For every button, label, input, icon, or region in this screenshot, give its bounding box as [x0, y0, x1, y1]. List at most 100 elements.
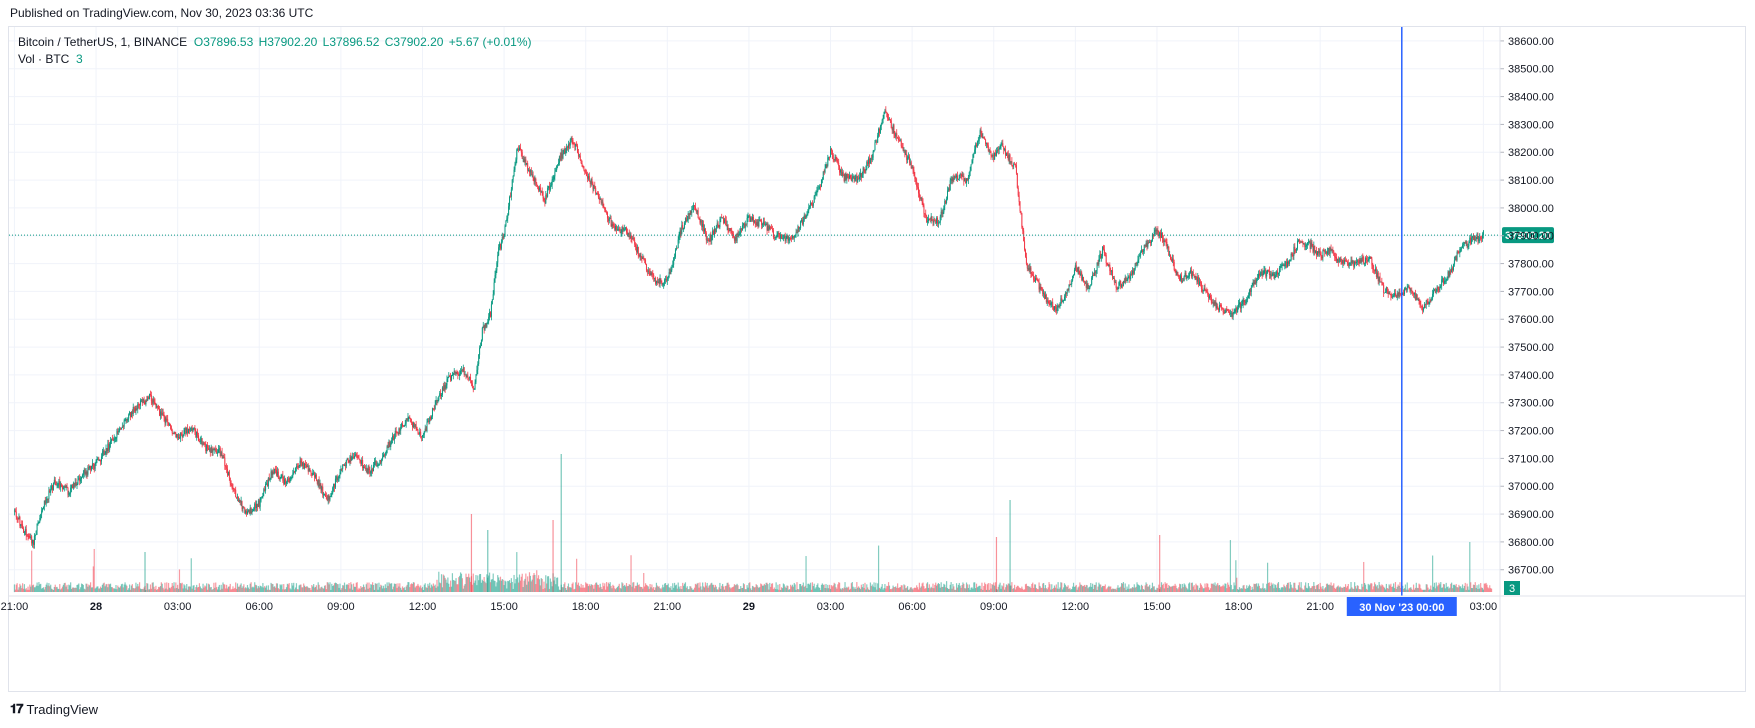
volume-bar — [1112, 588, 1115, 592]
volume-bar — [1237, 589, 1239, 592]
candle-body — [718, 224, 720, 228]
candle-body — [597, 193, 599, 198]
volume-bar — [943, 583, 945, 592]
volume-bar — [526, 584, 528, 592]
candle-body — [724, 219, 726, 221]
candle-body — [977, 140, 979, 142]
candle-body — [1148, 241, 1150, 243]
candle-body — [1025, 256, 1027, 264]
candle-body — [771, 227, 773, 229]
candle-body — [872, 151, 874, 158]
candle-body — [851, 177, 853, 181]
volume-bar — [625, 583, 628, 592]
volume-bar — [1295, 588, 1297, 592]
candle-body — [37, 522, 39, 524]
volume-bar — [1068, 589, 1070, 592]
volume-bar — [1409, 587, 1411, 592]
candle-body — [579, 155, 581, 160]
volume-bar — [547, 576, 549, 592]
candle-body — [560, 152, 562, 161]
volume-bar — [1033, 584, 1036, 592]
volume-bar — [624, 584, 626, 592]
candle-body — [674, 249, 676, 257]
volume-bar — [327, 582, 329, 592]
volume-bar — [761, 585, 764, 592]
candle-body — [58, 480, 60, 485]
volume-bar — [62, 584, 65, 592]
volume-bar — [1032, 582, 1034, 592]
candle-body — [1084, 281, 1086, 283]
volume-bar — [1360, 589, 1362, 592]
candle-body — [607, 218, 609, 222]
volume-bar — [1092, 589, 1095, 592]
volume-bar — [490, 579, 492, 592]
candle-body — [143, 399, 145, 402]
volume-bar — [308, 587, 310, 592]
volume-bar — [878, 587, 881, 592]
candle-body — [1428, 302, 1430, 305]
candle-body — [1131, 270, 1133, 275]
volume-bar — [1183, 583, 1185, 592]
volume-bar — [415, 586, 417, 592]
candle-body — [818, 188, 820, 190]
volume-bar — [1025, 583, 1027, 592]
candle-body — [432, 408, 434, 410]
volume-bar — [654, 587, 657, 592]
volume-bar — [1451, 582, 1453, 592]
candle-body — [1136, 263, 1138, 264]
volume-bar — [431, 586, 434, 592]
candle-body — [101, 452, 103, 457]
candle-body — [184, 428, 186, 430]
volume-bar — [383, 588, 386, 592]
volume-bar — [1428, 589, 1430, 592]
volume-bar — [1099, 584, 1101, 592]
candle-body — [1044, 294, 1046, 299]
candle-body — [244, 507, 246, 514]
candle-body — [1122, 281, 1124, 286]
volume-bar — [1201, 586, 1203, 592]
volume-bar — [1057, 582, 1059, 592]
volume-bar — [31, 550, 33, 592]
volume-bar — [1406, 582, 1408, 592]
candle-body — [1473, 235, 1475, 240]
volume-bar — [507, 580, 509, 592]
candle-body — [407, 417, 409, 420]
candle-body — [130, 412, 132, 418]
volume-bar — [1007, 583, 1009, 592]
candle-body — [194, 428, 196, 432]
candle-body — [82, 473, 84, 475]
candle-body — [275, 469, 277, 476]
volume-bar — [506, 588, 508, 592]
candle-body — [1013, 164, 1015, 167]
volume-bar — [748, 583, 750, 592]
volume-bar — [712, 584, 714, 592]
volume-bar — [1155, 589, 1157, 592]
volume-bar — [34, 587, 36, 592]
volume-bar — [1340, 587, 1342, 592]
candle-body — [1395, 295, 1397, 298]
volume-bar — [544, 588, 546, 592]
candle-body — [99, 460, 101, 462]
candle-body — [516, 149, 518, 160]
volume-bar — [695, 584, 697, 592]
volume-bar — [117, 585, 119, 592]
volume-bar — [1316, 584, 1319, 592]
volume-bar — [102, 583, 104, 592]
volume-bar — [101, 584, 103, 592]
candle-body — [1114, 281, 1116, 283]
candle-body — [281, 475, 283, 477]
candle-body — [332, 487, 334, 494]
candle-body — [723, 217, 725, 223]
candle-body — [316, 480, 318, 484]
volume-bar — [1266, 583, 1268, 592]
candle-body — [703, 228, 705, 232]
candle-body — [602, 201, 604, 207]
candle-body — [986, 143, 988, 146]
candle-body — [1275, 274, 1277, 276]
candle-body — [758, 220, 760, 227]
candle-body — [968, 172, 970, 178]
candle-body — [254, 503, 256, 508]
candle-body — [713, 228, 715, 235]
volume-bar — [1242, 585, 1244, 592]
